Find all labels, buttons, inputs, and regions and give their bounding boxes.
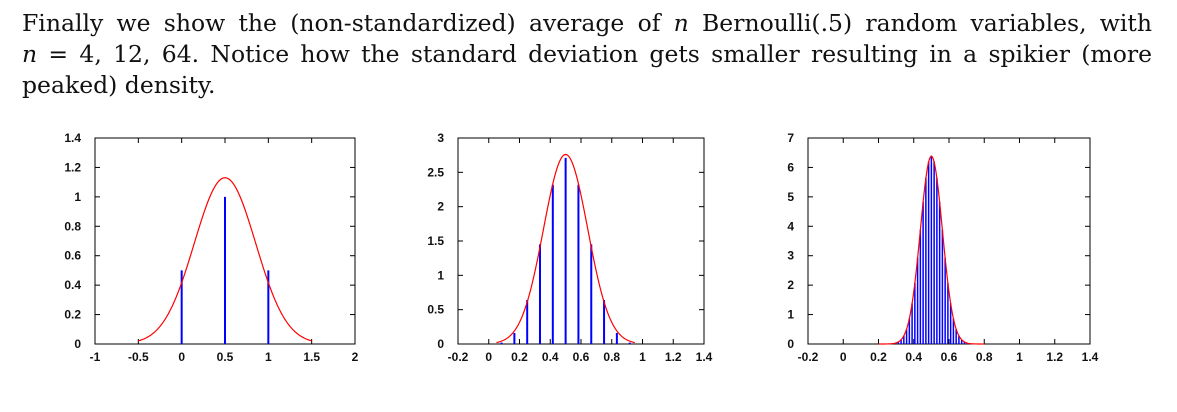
chart3-ytick-label: 7 [787,131,794,145]
chart2-xtick-label: 0.2 [511,350,528,364]
chart2-ytick-label: 0.5 [427,303,444,317]
chart3-xtick-label: -0.2 [798,350,819,364]
chart2-xtick-label: 0.4 [542,350,559,364]
chart2-ytick-label: 1.5 [427,234,444,248]
chart3-ytick-label: 5 [787,190,794,204]
paragraph-line-2: n = 4, 12, 64. Notice how the standard d… [22,40,1152,68]
chart1-xtick-label: -0.5 [128,350,149,364]
chart2-xtick-label: 1 [639,350,646,364]
chart1-ytick-label: 0.4 [64,278,81,292]
chart3-frame [807,137,1091,345]
chart3-xtick-label: 1.4 [1082,350,1099,364]
chart2-xtick-label: 0 [485,350,492,364]
paragraph-line-1: Finally we show the (non-standardized) a… [22,9,1152,37]
chart1-ytick-label: 0.8 [64,219,81,233]
chart3-xtick-label: 0 [840,350,847,364]
chart1-xtick-label: 0.5 [217,350,234,364]
chart1-xtick-label: 1 [265,350,272,364]
charts-svg: -1 -0.5 0 0.5 1 1.5 2 0 0.2 0.4 0.6 0.8 1 1.2 1.4 -0.2 0… [64,131,1099,364]
chart2-xtick-label: 1.2 [665,350,682,364]
chart3-xtick-label: 1 [1016,350,1023,364]
chart2-ytick-label: 2 [437,200,444,214]
chart3-xtick-label: 0.4 [905,350,922,364]
chart3-ytick-label: 0 [787,337,794,351]
chart1-ytick-label: 0.2 [64,308,81,322]
chart3-density-curve [878,155,985,345]
chart3-ytick-label: 3 [787,249,794,263]
chart1-ytick-label: 0 [74,337,81,351]
chart2-xtick-label: 0.8 [603,350,620,364]
chart1-xtick-label: -1 [90,350,101,364]
chart3-ytick-label: 6 [787,160,794,174]
chart1-xtick-label: 0 [178,350,185,364]
chart2-ytick-label: 2.5 [427,165,444,179]
chart2-frame [457,137,705,345]
chart3-xtick-label: 0.8 [976,350,993,364]
intro-paragraph: Finally we show the (non-standardized) a… [22,8,1152,101]
chart3-xtick-label: 0.2 [870,350,887,364]
chart1-ytick-label: 1.2 [64,160,81,174]
chart3-xtick-label: 1.2 [1046,350,1063,364]
chart2-xtick-label: 0.6 [573,350,590,364]
chart1-ytick-label: 0.6 [64,249,81,263]
chart1-ytick-label: 1.4 [64,131,81,145]
chart2-xtick-label: -0.2 [448,350,469,364]
chart2-ytick-label: 1 [437,268,444,282]
chart3-xtick-label: 0.6 [941,350,958,364]
chart2-density-curve [496,153,635,344]
figure-row: -1 -0.5 0 0.5 1 1.5 2 0 0.2 0.4 0.6 0.8 1 1.2 1.4 -0.2 0… [0,120,1177,407]
chart1-xtick-label: 1.5 [303,350,320,364]
paragraph-line-3: peaked) density. [22,71,216,99]
chart2-ytick-label: 3 [437,131,444,145]
chart2-xtick-label: 1.4 [696,350,713,364]
chart3-ytick-label: 4 [787,219,794,233]
chart3-ytick-label: 2 [787,278,794,292]
chart1-density-curve [138,177,312,342]
chart2-ytick-label: 0 [437,337,444,351]
chart3-ytick-label: 1 [787,308,794,322]
chart1-xtick-label: 2 [352,350,359,364]
chart1-ytick-label: 1 [74,190,81,204]
